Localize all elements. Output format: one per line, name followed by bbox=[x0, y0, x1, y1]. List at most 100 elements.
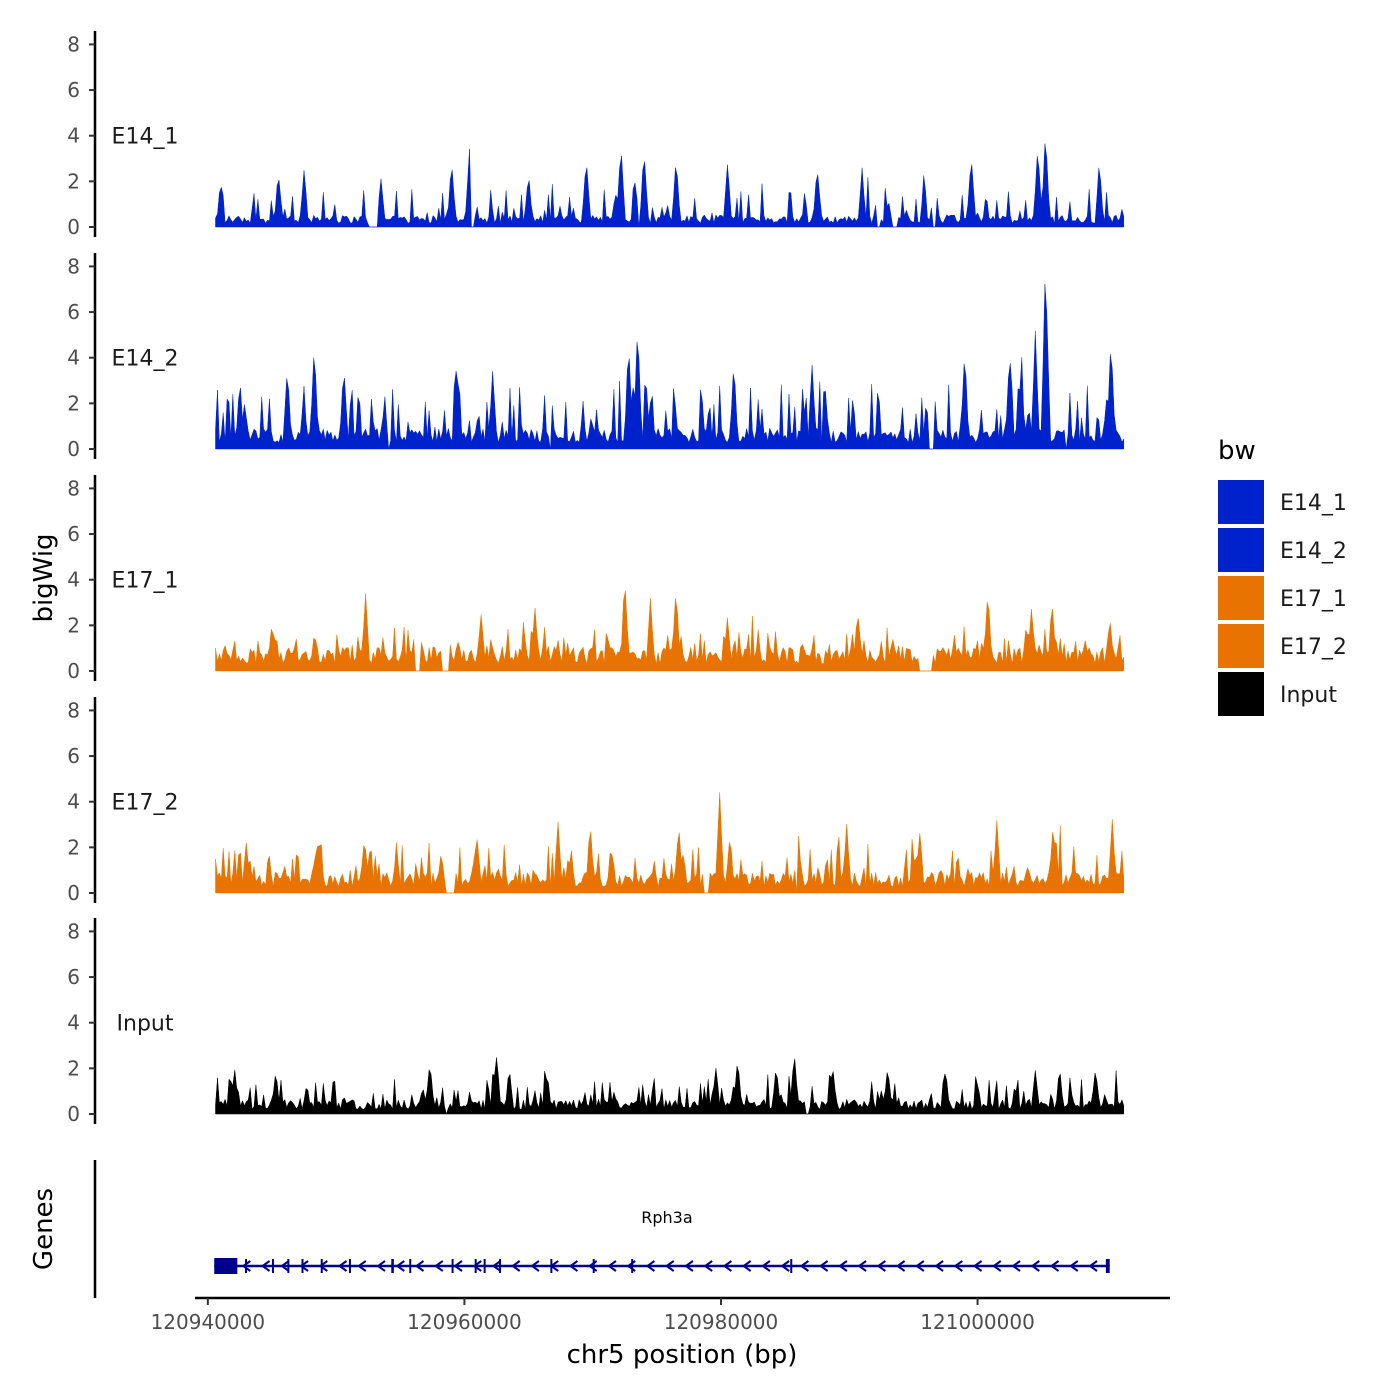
y-tick-label: 6 bbox=[67, 965, 80, 989]
gene-exon bbox=[550, 1259, 553, 1273]
y-tick-label: 2 bbox=[67, 169, 80, 193]
strand-arrow bbox=[799, 1260, 809, 1272]
strand-arrow bbox=[972, 1260, 983, 1272]
genes-axis-title: Genes bbox=[29, 1188, 59, 1270]
strand-arrow bbox=[1088, 1260, 1098, 1272]
y-axis-title: bigWig bbox=[29, 533, 59, 622]
strand-arrow bbox=[895, 1260, 906, 1272]
gene-name-label: Rph3a bbox=[641, 1208, 692, 1227]
y-tick-label: 4 bbox=[67, 790, 80, 814]
y-tick-label: 2 bbox=[67, 391, 80, 415]
strand-arrow bbox=[395, 1260, 405, 1272]
strand-arrow bbox=[818, 1260, 829, 1272]
y-tick-label: 0 bbox=[67, 659, 80, 683]
signal-area-E14_1 bbox=[215, 143, 1125, 228]
track-E17_2: 0 2 4 6 8 E17_2 bbox=[67, 697, 1125, 905]
legend-swatch-E14_1 bbox=[1218, 480, 1264, 524]
gene-exon bbox=[320, 1259, 323, 1273]
signal-area-E17_2 bbox=[215, 792, 1125, 894]
track-label: E14_2 bbox=[112, 347, 179, 372]
strand-arrow bbox=[761, 1260, 771, 1272]
strand-arrow bbox=[530, 1260, 540, 1272]
y-tick-label: 0 bbox=[67, 215, 80, 239]
y-tick-label: 4 bbox=[67, 1011, 80, 1035]
y-tick-label: 2 bbox=[67, 835, 80, 859]
y-tick-label: 6 bbox=[67, 744, 80, 768]
strand-arrow bbox=[1049, 1260, 1060, 1272]
gene-exon bbox=[245, 1259, 248, 1273]
track-label: E17_2 bbox=[112, 791, 179, 816]
track-E14_2: 0 2 4 6 8 E14_2 bbox=[67, 253, 1125, 461]
strand-arrow bbox=[915, 1260, 925, 1272]
strand-arrow bbox=[241, 1260, 251, 1272]
strand-arrow bbox=[414, 1260, 425, 1272]
strand-arrow bbox=[857, 1260, 867, 1272]
track-label: E14_1 bbox=[112, 125, 179, 150]
track-label: Input bbox=[117, 1012, 174, 1037]
y-tick-label: 2 bbox=[67, 613, 80, 637]
legend-swatch-E17_2 bbox=[1218, 624, 1264, 668]
gene-exon bbox=[451, 1259, 454, 1273]
track-Input: 0 2 4 6 8 Input bbox=[67, 918, 1125, 1126]
gene-exon bbox=[592, 1259, 595, 1273]
y-tick-label: 8 bbox=[67, 254, 80, 278]
y-tick-label: 8 bbox=[67, 919, 80, 943]
y-tick-label: 4 bbox=[67, 568, 80, 592]
track-E14_1: 0 2 4 6 8 E14_1 bbox=[67, 31, 1125, 239]
legend-label: E14_2 bbox=[1280, 539, 1347, 564]
gene-exon bbox=[301, 1259, 304, 1273]
gene-annotation-panel: Rph3a bbox=[93, 1160, 1110, 1298]
strand-arrow bbox=[780, 1260, 790, 1272]
gene-exon bbox=[409, 1259, 412, 1273]
strand-arrow bbox=[472, 1260, 482, 1272]
strand-arrow bbox=[568, 1260, 579, 1272]
gene-exon bbox=[214, 1258, 238, 1274]
strand-arrow bbox=[703, 1260, 713, 1272]
strand-arrow bbox=[876, 1260, 886, 1272]
x-axis: 120940000 120960000 120980000 121000000 bbox=[151, 1296, 1170, 1334]
strand-arrow bbox=[741, 1260, 752, 1272]
y-tick-label: 0 bbox=[67, 1102, 80, 1126]
legend-label: Input bbox=[1280, 683, 1337, 708]
strand-arrow bbox=[1069, 1260, 1079, 1272]
signal-area-Input bbox=[215, 1057, 1125, 1115]
gene-exon bbox=[631, 1259, 634, 1273]
strand-arrow bbox=[357, 1260, 367, 1272]
strand-arrow bbox=[299, 1260, 309, 1272]
legend-label: E17_1 bbox=[1280, 587, 1347, 612]
strand-arrow bbox=[1011, 1260, 1021, 1272]
x-tick-label: 120960000 bbox=[407, 1310, 522, 1334]
strand-arrow bbox=[260, 1260, 271, 1272]
legend: bw E14_1 E14_2 E17_1 E17_2 Input bbox=[1218, 436, 1347, 716]
y-tick-label: 4 bbox=[67, 124, 80, 148]
y-tick-label: 2 bbox=[67, 1056, 80, 1080]
strand-arrow bbox=[280, 1260, 290, 1272]
strand-arrow bbox=[434, 1260, 444, 1272]
x-axis-title: chr5 position (bp) bbox=[567, 1340, 798, 1370]
strand-arrow bbox=[511, 1260, 521, 1272]
legend-swatch-E14_2 bbox=[1218, 528, 1264, 572]
signal-area-E14_2 bbox=[215, 284, 1125, 450]
strand-arrow bbox=[318, 1260, 328, 1272]
y-tick-label: 4 bbox=[67, 346, 80, 370]
strand-arrow bbox=[645, 1260, 656, 1272]
signal-tracks: 0 2 4 6 8 E14_1 0 2 4 6 8 E14_2 0 2 4 6 8 E17_1 0 2 4 6 8 E17_2… bbox=[67, 31, 1125, 1126]
track-E17_1: 0 2 4 6 8 E17_1 bbox=[67, 475, 1125, 683]
gene-exon bbox=[287, 1259, 290, 1273]
y-tick-label: 6 bbox=[67, 522, 80, 546]
signal-area-E17_1 bbox=[215, 590, 1125, 672]
legend-swatch-Input bbox=[1218, 672, 1264, 716]
x-tick-label: 120940000 bbox=[151, 1310, 266, 1334]
track-label: E17_1 bbox=[112, 569, 179, 594]
y-tick-label: 6 bbox=[67, 78, 80, 102]
gene-exon bbox=[474, 1259, 477, 1273]
strand-arrow bbox=[453, 1260, 463, 1272]
y-tick-label: 8 bbox=[67, 698, 80, 722]
gene-exon bbox=[391, 1259, 394, 1273]
strand-arrow bbox=[934, 1260, 944, 1272]
gene-exon bbox=[1105, 1259, 1110, 1273]
strand-arrow bbox=[664, 1260, 675, 1272]
legend-title: bw bbox=[1218, 436, 1256, 466]
y-tick-label: 0 bbox=[67, 437, 80, 461]
